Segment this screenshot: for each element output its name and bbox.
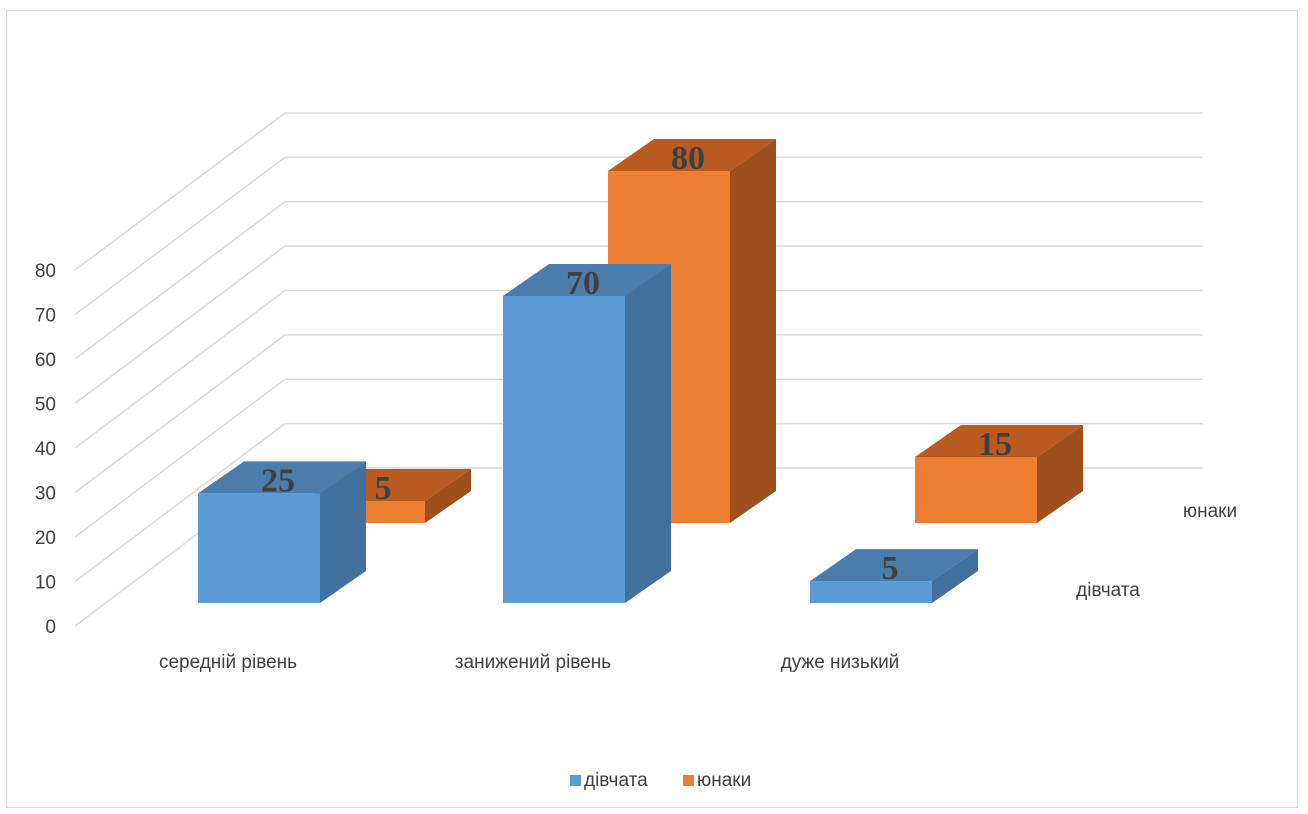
legend-label: юнаки: [697, 770, 751, 791]
y-tick-label: 10: [35, 573, 56, 594]
category-label: занижений рівень: [455, 652, 611, 673]
bar-divchata: [810, 581, 932, 603]
legend-label: дівчата: [584, 770, 648, 791]
series-axis-label: дівчата: [1076, 580, 1140, 601]
bar-divchata-side: [625, 264, 671, 603]
y-tick-label: 0: [45, 617, 56, 638]
y-tick-label: 30: [35, 484, 56, 505]
gridline-side: [75, 113, 285, 270]
category-label: дуже низький: [781, 652, 900, 673]
gridline-side: [75, 157, 285, 314]
y-tick-label: 20: [35, 528, 56, 549]
bar-divchata: [198, 493, 320, 603]
legend-swatch: [683, 775, 694, 786]
data-label: 70: [566, 265, 600, 302]
y-tick-label: 40: [35, 439, 56, 460]
series-axis-label: юнаки: [1183, 501, 1237, 522]
y-tick-label: 80: [35, 261, 56, 282]
bar-yunaky: [915, 457, 1037, 523]
data-label: 25: [261, 462, 295, 499]
y-tick-label: 50: [35, 395, 56, 416]
data-label: 5: [375, 470, 392, 507]
category-label: середній рівень: [159, 652, 297, 673]
gridline-side: [75, 202, 285, 359]
y-tick-label: 70: [35, 306, 56, 327]
bar-yunaky-side: [730, 139, 776, 523]
data-label: 5: [882, 550, 899, 587]
data-label: 80: [671, 140, 705, 177]
gridline-side: [75, 291, 285, 449]
gridline-side: [75, 246, 285, 403]
data-label: 15: [978, 426, 1012, 463]
y-tick-label: 60: [35, 350, 56, 371]
legend-swatch: [570, 775, 581, 786]
bar-divchata: [503, 296, 625, 603]
